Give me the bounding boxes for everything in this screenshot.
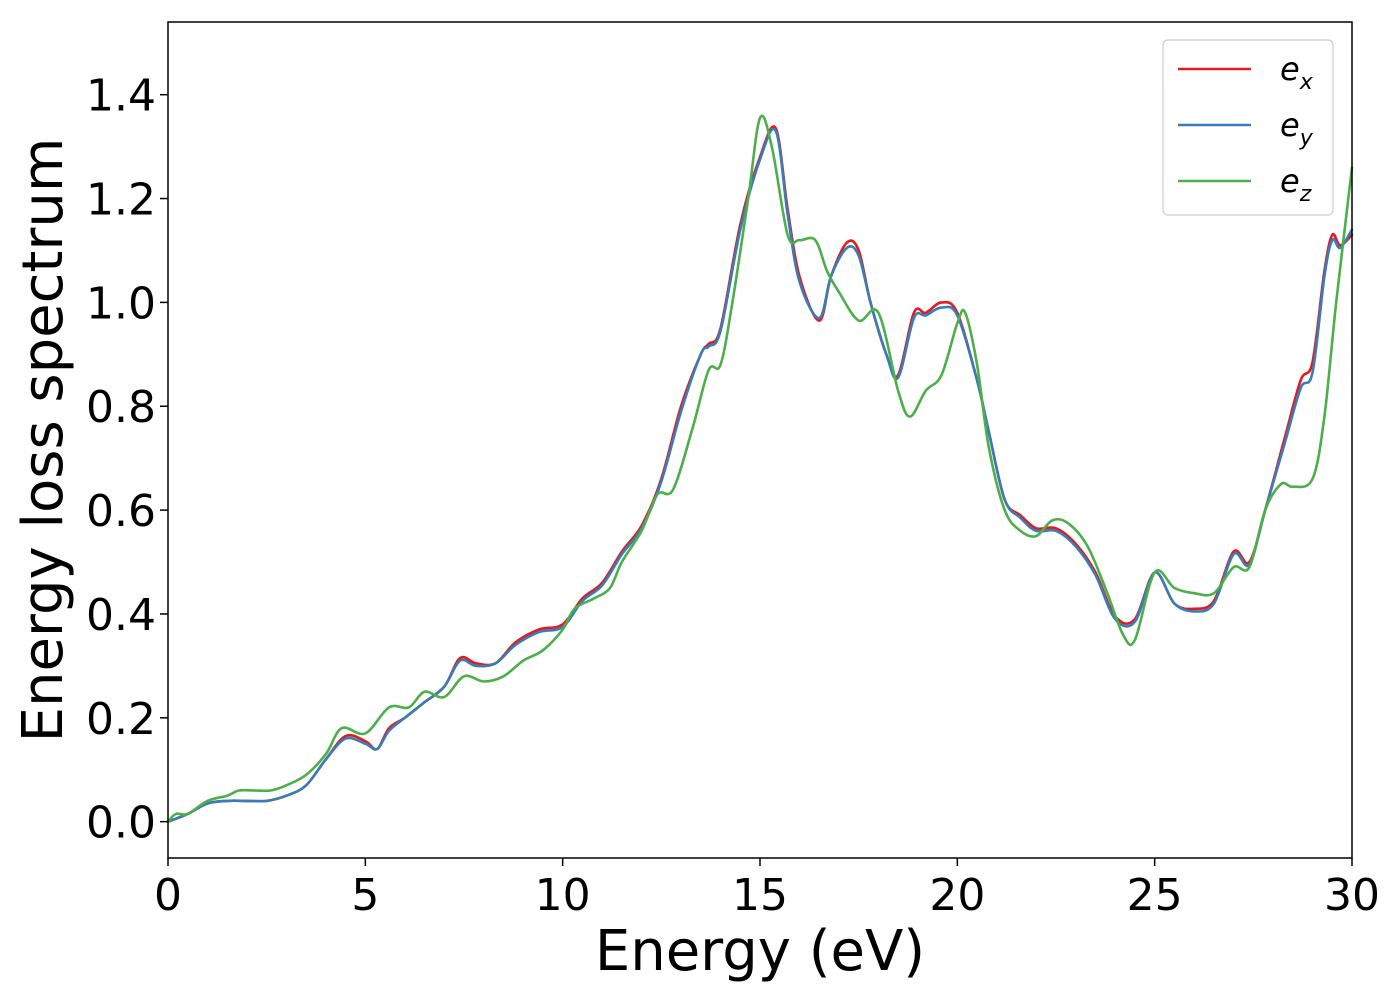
x-tick-label: 25 (1127, 870, 1183, 921)
y-tick-label: 1.2 (86, 175, 156, 226)
legend-label-e-y: ey (1280, 106, 1314, 151)
y-axis-ticks: 0.0 0.2 0.4 0.6 0.8 1.0 1.2 1.4 (86, 71, 168, 849)
legend-box (1162, 39, 1334, 216)
x-tick-label: 30 (1324, 870, 1380, 921)
series-line-e-z (166, 114, 1354, 823)
x-tick-label: 5 (351, 870, 379, 921)
y-tick-label: 0.4 (86, 590, 156, 641)
x-tick-label: 20 (929, 870, 985, 921)
y-tick-label: 0.8 (86, 382, 156, 433)
y-tick-label: 1.4 (86, 71, 156, 122)
x-tick-label: 0 (154, 870, 182, 921)
x-axis-label: Energy (eV) (595, 919, 925, 984)
y-tick-label: 0.2 (86, 694, 156, 745)
y-tick-label: 0.6 (86, 486, 156, 537)
legend: ex ey ez (1162, 39, 1334, 216)
x-tick-label: 15 (732, 870, 788, 921)
y-tick-label: 1.0 (86, 278, 156, 329)
series-line-e-y (166, 127, 1354, 823)
legend-label-e-z: ez (1280, 162, 1312, 207)
y-axis-label: Energy loss spectrum (11, 138, 76, 743)
series-layer (166, 114, 1354, 823)
y-tick-label: 0.0 (86, 798, 156, 849)
x-tick-label: 10 (535, 870, 591, 921)
x-axis-ticks: 0 5 10 15 20 25 30 (154, 858, 1380, 921)
legend-label-e-x: ex (1280, 50, 1314, 95)
